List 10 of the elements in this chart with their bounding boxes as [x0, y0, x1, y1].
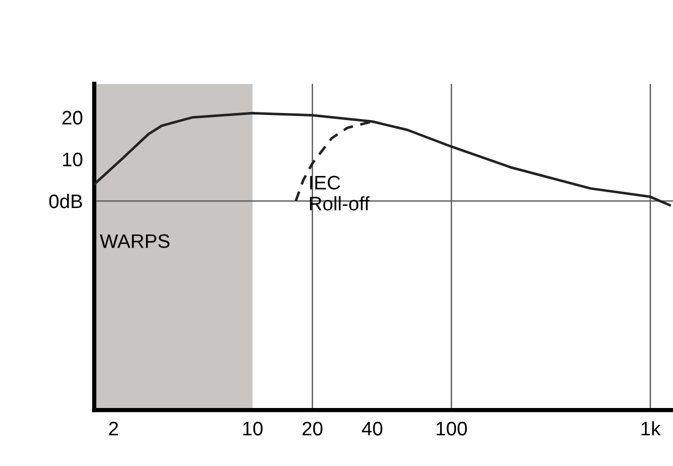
x-tick-label: 2: [109, 422, 118, 436]
x-tick-label: 40: [362, 422, 382, 436]
x-tick-label: 100: [436, 422, 467, 436]
y-tick-label: 0dB: [49, 194, 82, 208]
band-label: WARPS: [100, 234, 170, 248]
y-tick-label: 10: [62, 152, 82, 166]
x-tick-label: 20: [302, 422, 322, 436]
x-tick-label: 10: [243, 422, 263, 436]
y-tick-label: 20: [62, 110, 82, 125]
x-tick-label: 1k: [642, 421, 661, 436]
